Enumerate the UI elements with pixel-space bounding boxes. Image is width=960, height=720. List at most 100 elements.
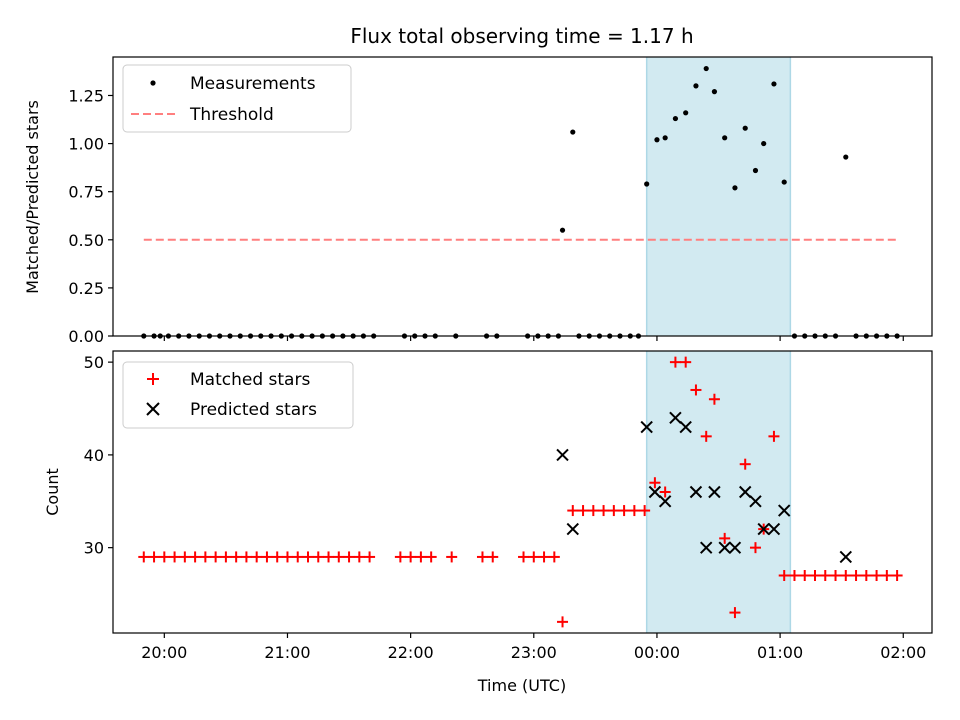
measurement-point (672, 115, 679, 122)
matched-point (587, 505, 599, 517)
x-tick-label: 01:00 (757, 643, 803, 662)
ratio-y-ticks: 0.00 0.25 0.50 0.75 1.00 1.25 (68, 86, 113, 346)
measurement-point (703, 65, 709, 72)
ratio-legend-box (122, 64, 352, 133)
y-tick-label: 30 (84, 539, 104, 558)
matched-point (353, 551, 365, 563)
matched-point (809, 569, 821, 581)
predicted-point (689, 485, 703, 499)
matched-point (850, 569, 862, 581)
predicted-point (767, 522, 781, 536)
y-tick-label: 0.25 (68, 279, 104, 298)
y-tick-label: 0.75 (68, 183, 104, 202)
matched-point (261, 551, 273, 563)
measurement-point (570, 129, 576, 135)
counts-y-axis-label: Count (43, 468, 62, 516)
matched-point (749, 542, 761, 554)
predicted-point (739, 485, 752, 499)
matched-point (548, 551, 560, 563)
measurement-point (693, 83, 699, 89)
matched-point (251, 551, 263, 563)
predicted-point (648, 485, 662, 499)
matched-point (292, 551, 304, 563)
predicted-point (566, 522, 579, 536)
matched-point (690, 384, 702, 396)
predicted-point (749, 495, 762, 508)
matched-point (799, 569, 811, 581)
matched-point (567, 505, 579, 517)
x-tick-label: 02:00 (880, 643, 926, 662)
matched-point (639, 505, 651, 517)
chart-title: Flux total observing time = 1.17 h (350, 24, 693, 48)
matched-point (415, 551, 427, 563)
matched-point (708, 393, 720, 405)
matched-point (271, 551, 283, 563)
legend-marker-predicted (146, 402, 160, 416)
predicted-point (700, 541, 713, 554)
observing-window-shade-top (645, 57, 792, 336)
matched-point (312, 551, 324, 563)
matched-point (608, 505, 620, 517)
ratio-y-axis-label: Matched/Predicted stars (23, 100, 42, 294)
matched-point (628, 505, 640, 517)
legend-label-predicted: Predicted stars (190, 400, 317, 420)
y-tick-label: 1.25 (68, 86, 104, 105)
matched-point (669, 356, 681, 368)
matched-point (598, 505, 610, 517)
measurement-point (559, 227, 566, 233)
counts-y-ticks: 30 40 50 (84, 353, 113, 558)
matched-point (158, 551, 170, 563)
measurement-point (654, 137, 660, 143)
matched-point (333, 551, 345, 563)
matched-point (476, 551, 488, 563)
shaded-region (646, 57, 791, 336)
x-axis-label: Time (UTC) (477, 676, 566, 695)
matched-point (487, 551, 499, 563)
matched-point (819, 569, 831, 581)
matched-point (830, 569, 842, 581)
matched-point (220, 551, 232, 563)
matched-point (169, 551, 181, 563)
matched-point (891, 569, 903, 581)
ratio-x-ticks (163, 336, 904, 341)
legend-label-matched: Matched stars (190, 370, 310, 390)
legend-label-measurements: Measurements (190, 74, 316, 94)
matched-point (881, 569, 893, 581)
matched-point (179, 551, 191, 563)
matched-point (871, 569, 883, 581)
matched-point (739, 458, 751, 470)
x-tick-label: 23:00 (511, 643, 557, 662)
predicted-point (556, 448, 569, 462)
matched-point (538, 551, 550, 563)
matched-point (210, 551, 222, 563)
measurement-point (644, 181, 650, 187)
counts-legend-box (122, 361, 354, 429)
predicted-point (778, 504, 791, 517)
matched-point (343, 551, 355, 563)
y-tick-label: 0.50 (68, 231, 104, 250)
y-tick-label: 0.00 (68, 327, 104, 346)
matched-point (199, 551, 211, 563)
matched-point (138, 551, 150, 563)
measurement-point (742, 125, 748, 131)
ratio-legend: Measurements Threshold (122, 64, 352, 133)
predicted-point (658, 495, 672, 508)
matched-point (518, 551, 530, 563)
counts-x-ticks: 20:00 21:00 22:00 23:00 00:00 01:00 02:00 (141, 633, 926, 662)
predicted-point (708, 485, 721, 499)
predicted-point (839, 550, 852, 564)
predicted-point (679, 420, 692, 434)
matched-point (302, 551, 314, 563)
matched-point (425, 551, 437, 563)
y-tick-label: 50 (84, 353, 104, 372)
legend-marker-matched (147, 373, 159, 385)
matched-point (768, 430, 780, 442)
matched-point (394, 551, 406, 563)
matched-point (577, 505, 589, 517)
counts-legend: Matched stars Predicted stars (122, 361, 354, 429)
matched-point (719, 532, 731, 544)
measurement-point (711, 89, 718, 95)
matched-point (618, 505, 630, 517)
matched-point (323, 551, 335, 563)
x-tick-label: 22:00 (388, 643, 434, 662)
